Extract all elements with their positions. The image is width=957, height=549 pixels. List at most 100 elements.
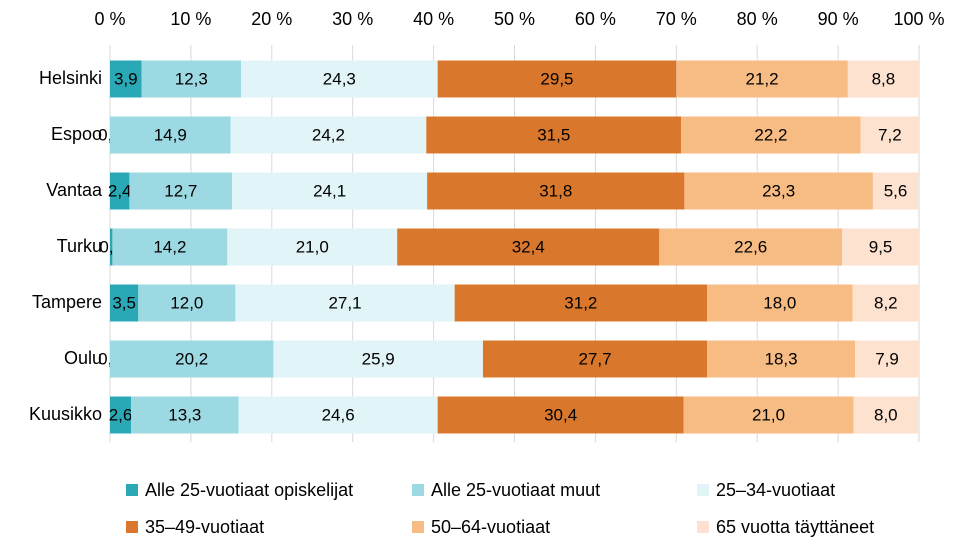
- data-label: 8,0: [874, 405, 898, 424]
- legend-swatch: [697, 484, 709, 496]
- legend-swatch: [412, 521, 424, 533]
- bar-segment: [110, 396, 132, 434]
- bar-segment: [427, 172, 685, 210]
- bar-segment: [684, 172, 873, 210]
- data-label: 24,6: [322, 405, 355, 424]
- x-tick-label: 0 %: [94, 9, 125, 29]
- legend-label: 50–64-vuotiaat: [431, 517, 550, 537]
- bar-segment: [112, 228, 228, 266]
- legend-swatch: [697, 521, 709, 533]
- legend-swatch: [126, 521, 138, 533]
- data-label: 9,5: [869, 237, 893, 256]
- data-label: 12,3: [175, 69, 208, 88]
- data-label: 27,7: [578, 349, 611, 368]
- y-tick-label: Oulu: [64, 348, 102, 368]
- bar-segment: [110, 60, 142, 98]
- bar-segment: [235, 284, 455, 322]
- x-tick-label: 30 %: [332, 9, 373, 29]
- data-label: 3,9: [114, 69, 138, 88]
- bar-segment: [659, 228, 843, 266]
- y-tick-label: Helsinki: [39, 68, 102, 88]
- bar-segment: [141, 60, 242, 98]
- data-label: 31,8: [539, 181, 572, 200]
- data-label: 5,6: [884, 181, 908, 200]
- legend-swatch: [412, 484, 424, 496]
- data-label: 18,3: [765, 349, 798, 368]
- bar-segment: [437, 396, 684, 434]
- data-label: 8,8: [872, 69, 896, 88]
- data-label: 18,0: [763, 293, 796, 312]
- bar-segment: [683, 396, 854, 434]
- bar-segment: [110, 172, 130, 210]
- bar-segment: [853, 396, 919, 434]
- bar-segment: [482, 340, 708, 378]
- data-label: 21,2: [746, 69, 779, 88]
- legend-swatch: [126, 484, 138, 496]
- x-tick-label: 70 %: [656, 9, 697, 29]
- data-label: 22,2: [754, 125, 787, 144]
- data-label: 22,6: [734, 237, 767, 256]
- bar-segment: [872, 172, 919, 210]
- bar-segment: [847, 60, 919, 98]
- bar-segment: [707, 284, 853, 322]
- bar-segment: [842, 228, 919, 266]
- legend-label: Alle 25-vuotiaat opiskelijat: [145, 480, 353, 500]
- data-label: 2,4: [108, 181, 132, 200]
- x-tick-label: 50 %: [494, 9, 535, 29]
- bar-segment: [110, 284, 139, 322]
- bar-segment: [238, 396, 438, 434]
- data-label: 31,2: [564, 293, 597, 312]
- y-tick-label: Turku: [57, 236, 102, 256]
- data-label: 29,5: [540, 69, 573, 88]
- bar-segment: [227, 228, 398, 266]
- data-label: 12,0: [170, 293, 203, 312]
- bar-segment: [129, 172, 233, 210]
- bar-segment: [110, 116, 231, 154]
- data-label: 8,2: [874, 293, 898, 312]
- bar-segment: [232, 172, 428, 210]
- legend-label: 35–49-vuotiaat: [145, 517, 264, 537]
- legend-label: Alle 25-vuotiaat muut: [431, 480, 600, 500]
- bar-segment: [110, 340, 274, 378]
- bar-segment: [131, 396, 239, 434]
- bar-segment: [230, 116, 427, 154]
- data-label: 31,5: [537, 125, 570, 144]
- data-label: 24,2: [312, 125, 345, 144]
- x-tick-label: 60 %: [575, 9, 616, 29]
- bar-segment: [397, 228, 660, 266]
- data-label: 2,6: [109, 405, 133, 424]
- y-tick-label: Espoo: [51, 124, 102, 144]
- y-tick-label: Vantaa: [46, 180, 103, 200]
- legend-label: 65 vuotta täyttäneet: [716, 517, 874, 537]
- bar-segment: [273, 340, 483, 378]
- data-label: 12,7: [164, 181, 197, 200]
- data-label: 3,5: [112, 293, 136, 312]
- x-tick-label: 100 %: [893, 9, 944, 29]
- data-label: 21,0: [752, 405, 785, 424]
- bar-segment: [241, 60, 438, 98]
- data-label: 14,2: [153, 237, 186, 256]
- y-tick-label: Kuusikko: [29, 404, 102, 424]
- data-label: 23,3: [762, 181, 795, 200]
- data-label: 13,3: [168, 405, 201, 424]
- bar-segment: [855, 340, 919, 378]
- bar-segment: [676, 60, 848, 98]
- y-tick-label: Tampere: [32, 292, 102, 312]
- data-label: 24,1: [313, 181, 346, 200]
- data-label: 14,9: [154, 125, 187, 144]
- bar-segment: [860, 116, 919, 154]
- bar-segment: [426, 116, 682, 154]
- data-label: 24,3: [323, 69, 356, 88]
- legend-label: 25–34-vuotiaat: [716, 480, 835, 500]
- data-label: 30,4: [544, 405, 577, 424]
- bar-segment: [437, 60, 677, 98]
- x-tick-label: 20 %: [251, 9, 292, 29]
- bar-segment: [852, 284, 919, 322]
- bar-segment: [138, 284, 236, 322]
- data-label: 7,2: [878, 125, 902, 144]
- x-tick-label: 80 %: [737, 9, 778, 29]
- x-tick-label: 40 %: [413, 9, 454, 29]
- data-label: 7,9: [875, 349, 899, 368]
- data-label: 20,2: [175, 349, 208, 368]
